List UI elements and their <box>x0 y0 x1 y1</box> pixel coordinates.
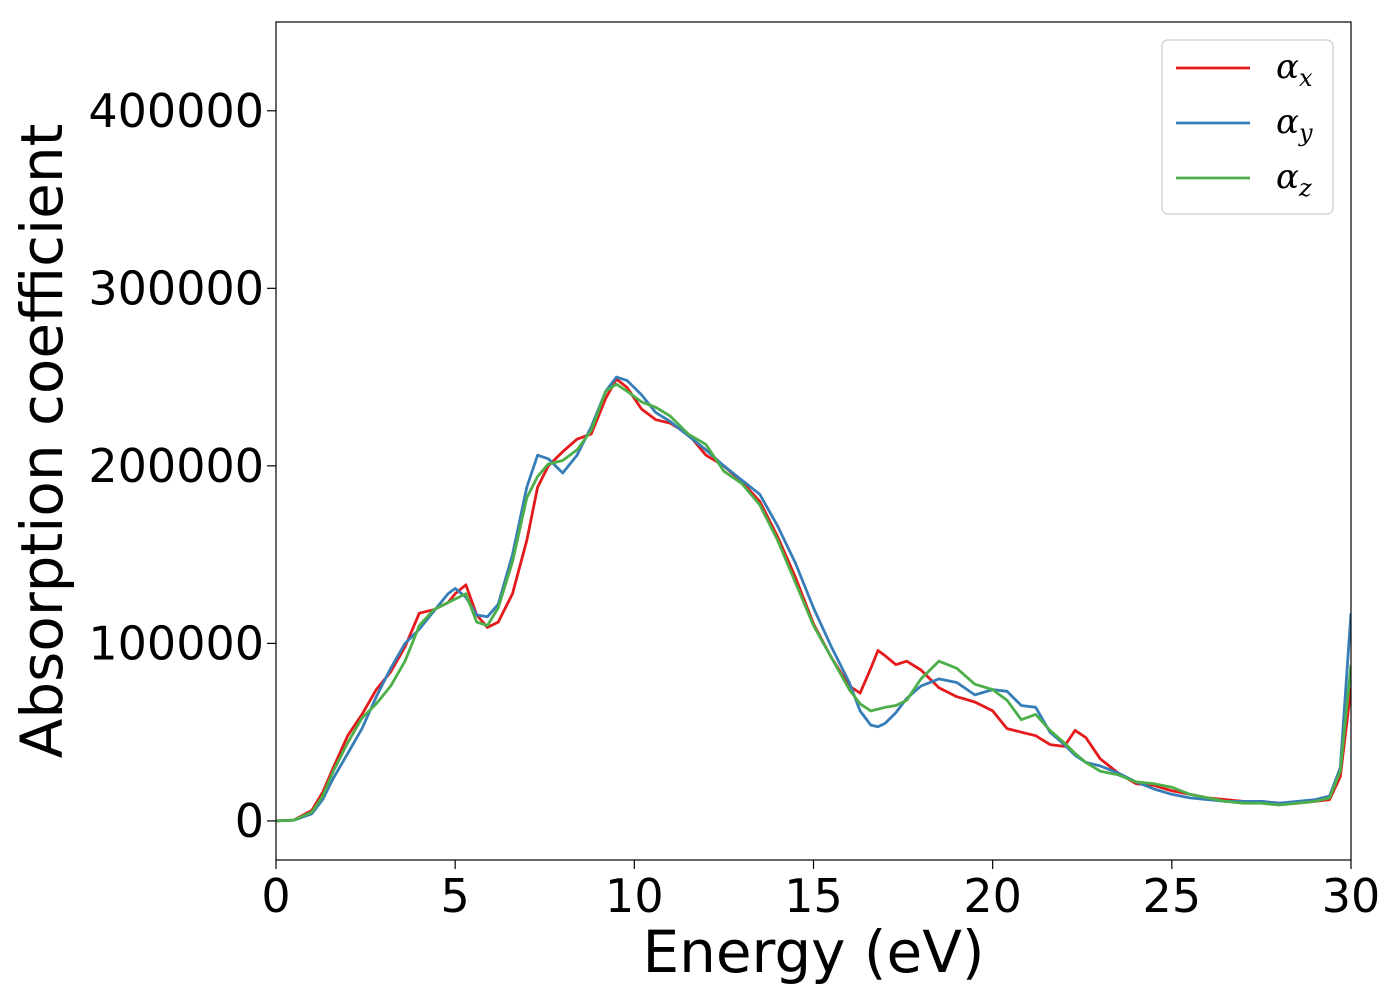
x-axis: 0 5 10 15 20 25 30 <box>261 860 1380 923</box>
series-line-z <box>276 382 1351 823</box>
legend-box <box>1161 39 1334 215</box>
x-axis-title: Energy (eV) <box>642 918 984 986</box>
x-tick-label: 0 <box>261 869 290 923</box>
series-line-y <box>276 375 1351 823</box>
y-tick-label: 300000 <box>88 261 264 315</box>
x-tick-label: 10 <box>605 869 664 923</box>
x-tick-label: 20 <box>963 869 1022 923</box>
x-tick-label: 15 <box>784 869 843 923</box>
x-tick-label: 30 <box>1322 869 1381 923</box>
x-tick-label: 25 <box>1143 869 1202 923</box>
series-line-x <box>276 377 1351 823</box>
y-axis-title: Absorption coefficient <box>8 124 76 759</box>
y-axis: 0 100000 200000 300000 400000 <box>88 84 276 848</box>
y-tick-label: 100000 <box>88 616 264 670</box>
plot-area <box>276 375 1351 823</box>
y-tick-label: 0 <box>235 794 264 848</box>
y-tick-label: 200000 <box>88 439 264 493</box>
y-tick-label: 400000 <box>88 84 264 138</box>
x-tick-label: 5 <box>441 869 470 923</box>
